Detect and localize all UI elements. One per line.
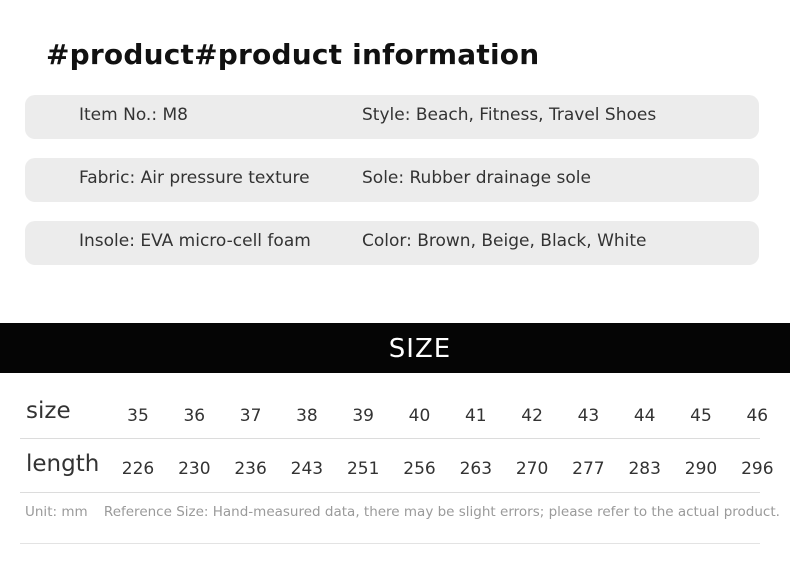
length-value: 277	[572, 459, 605, 479]
size-value: 46	[746, 406, 769, 426]
size-value: 44	[633, 406, 656, 426]
length-value: 270	[515, 459, 549, 479]
info-row-insole-color: Insole: EVA micro-cell foam Color: Brown…	[25, 221, 759, 265]
size-value: 39	[352, 406, 374, 426]
unit-note: Unit: mm	[25, 504, 88, 520]
length-value: 263	[459, 459, 493, 479]
length-value: 226	[121, 459, 155, 479]
length-row-label: length	[26, 451, 100, 477]
measurement-note: Unit: mm Reference Size: Hand-measured d…	[25, 504, 780, 520]
length-value: 230	[178, 459, 211, 479]
size-row-label: size	[26, 398, 71, 424]
insole-text: Insole: EVA micro-cell foam	[79, 231, 311, 251]
length-row: length 226 230 236 243 251 256 263 270 277 283 290…	[20, 438, 774, 493]
fabric-text: Fabric: Air pressure texture	[79, 168, 310, 188]
length-value: 296	[741, 459, 774, 479]
item-number-text: Item No.: M8	[79, 105, 188, 125]
size-value: 42	[521, 406, 543, 426]
sole-text: Sole: Rubber drainage sole	[362, 168, 591, 188]
length-value: 243	[290, 459, 324, 479]
length-value: 290	[684, 459, 718, 479]
length-value: 283	[628, 459, 661, 479]
reference-note: Reference Size: Hand-measured data, ther…	[103, 504, 780, 520]
length-value: 251	[346, 459, 380, 479]
size-value: 43	[577, 406, 600, 426]
page-title: #product#product information	[46, 38, 540, 71]
info-row-item-style: Item No.: M8 Style: Beach, Fitness, Trav…	[25, 95, 759, 139]
size-value: 45	[690, 406, 712, 426]
color-text: Color: Brown, Beige, Black, White	[362, 231, 647, 251]
length-value: 236	[234, 459, 267, 479]
size-value: 40	[408, 406, 431, 426]
info-row-fabric-sole: Fabric: Air pressure texture Sole: Rubbe…	[25, 158, 759, 202]
size-row: size 35 36 37 38 39 40 41 42 43 44 45 46	[20, 384, 768, 439]
size-value: 37	[239, 406, 262, 426]
size-value: 36	[183, 406, 206, 426]
length-value: 256	[403, 459, 436, 479]
size-value: 41	[464, 406, 487, 426]
size-value: 35	[127, 406, 149, 426]
size-banner: SIZE	[0, 323, 790, 373]
size-value: 38	[296, 406, 318, 426]
style-text: Style: Beach, Fitness, Travel Shoes	[362, 105, 657, 125]
size-banner-label: SIZE	[388, 334, 452, 364]
bottom-divider	[20, 543, 760, 544]
